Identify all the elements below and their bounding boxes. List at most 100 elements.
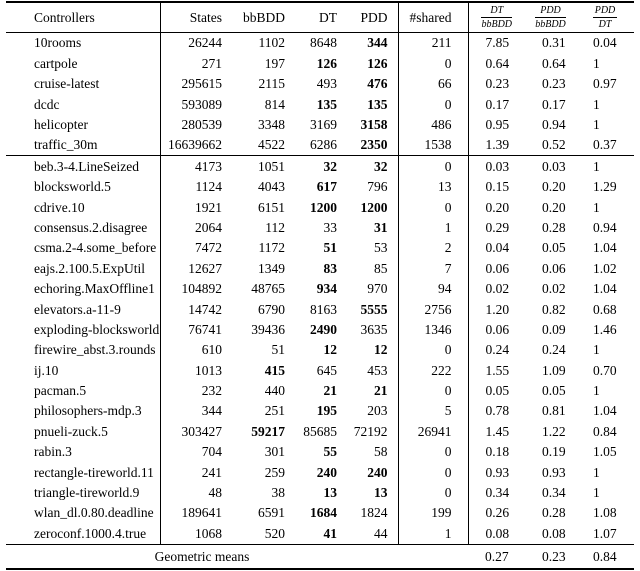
dt-bbbdd-cell: 0.18 bbox=[485, 444, 510, 460]
pdd-dt-cell: 1 bbox=[576, 155, 634, 177]
bbbdd-cell: 51 bbox=[271, 342, 286, 358]
dt-cell: 32 bbox=[285, 155, 337, 177]
pdd-bbbdd-cell: 0.81 bbox=[542, 403, 566, 419]
states-cell: 4173 bbox=[160, 155, 222, 177]
dt-bbbdd-cell: 0.15 bbox=[485, 179, 510, 195]
pdd-cell: 453 bbox=[337, 360, 399, 381]
pdd-dt-cell: 1 bbox=[593, 96, 600, 112]
dt-cell: 8163 bbox=[310, 301, 337, 317]
table-row: consensus.2.disagree 2064 112 33 31 1 0.29 0.28… bbox=[6, 217, 634, 238]
dt-cell: 3169 bbox=[310, 117, 337, 132]
states-cell: 1068 bbox=[195, 525, 222, 541]
controller-cell: eajs.2.100.5.ExpUtil bbox=[6, 258, 161, 279]
shared-cell: 1 bbox=[398, 523, 469, 545]
pdd-cell: 32 bbox=[337, 155, 399, 177]
pdd-bbbdd-cell: 0.03 bbox=[525, 155, 576, 177]
pdd-cell: 3635 bbox=[337, 319, 399, 340]
states-cell: 104892 bbox=[181, 281, 223, 297]
states-cell: 295615 bbox=[181, 76, 223, 92]
col-header-shared: #shared bbox=[398, 2, 469, 33]
geomean-pdd-over-dt: 0.84 bbox=[576, 543, 634, 569]
states-cell: 76741 bbox=[188, 321, 222, 337]
pdd-bbbdd-cell: 0.64 bbox=[542, 55, 566, 71]
pdd-bbbdd-cell: 0.82 bbox=[542, 301, 566, 317]
controller-cell: rabin.3 bbox=[6, 441, 161, 463]
shared-cell: 1538 bbox=[398, 134, 469, 156]
dt-bbbdd-cell: 0.17 bbox=[485, 96, 510, 112]
col-header-pdd-over-dt: PDD DT bbox=[576, 2, 634, 33]
table-row: pacman.5 232 440 21 21 0 0.05 0.05 1 bbox=[6, 380, 634, 402]
table-row: rectangle-tireworld.11 241 259 240 240 0 0.93 0… bbox=[6, 462, 634, 483]
dt-bbbdd-cell: 1.39 bbox=[485, 137, 510, 153]
dt-cell: 8648 bbox=[310, 35, 337, 51]
bbbdd-cell: 520 bbox=[264, 525, 285, 541]
pdd-dt-cell: 1 bbox=[593, 199, 600, 215]
bbbdd-cell: 814 bbox=[264, 96, 285, 112]
shared-cell: 66 bbox=[398, 73, 469, 95]
pdd-dt-cell: 0.68 bbox=[593, 301, 617, 317]
dt-cell: 126 bbox=[316, 55, 337, 71]
shared-cell: 0 bbox=[398, 53, 469, 74]
pdd-bbbdd-cell: 0.94 bbox=[542, 117, 566, 132]
bbbdd-cell: 48765 bbox=[251, 281, 285, 297]
pdd-bbbdd-cell: 0.28 bbox=[542, 219, 566, 235]
controller-cell: consensus.2.disagree bbox=[6, 217, 161, 238]
pdd-cell: 58 bbox=[337, 441, 399, 463]
dt-bbbdd-cell: 0.05 bbox=[485, 383, 510, 399]
dt-bbbdd-cell: 0.64 bbox=[485, 55, 510, 71]
dt-cell: 85685 bbox=[303, 423, 337, 439]
fraction-numerator: DT bbox=[481, 5, 513, 18]
controllers-comparison-table: Controllers States bbBDD DT PDD #shared … bbox=[6, 1, 634, 570]
states-cell: 1013 bbox=[195, 362, 222, 378]
controller-cell: elevators.a-11-9 bbox=[6, 299, 161, 320]
pdd-bbbdd-cell: 0.23 bbox=[542, 76, 566, 92]
pdd-cell: 13 bbox=[337, 482, 399, 503]
table-row: wlan_dl.0.80.deadline 189641 6591 1684 1824 1… bbox=[6, 502, 634, 524]
controller-cell: blocksworld.5 bbox=[6, 176, 161, 198]
table-row: pnueli-zuck.5 303427 59217 85685 72192 26941 1… bbox=[6, 421, 634, 442]
shared-cell: 13 bbox=[398, 176, 469, 198]
dt-bbbdd-cell: 0.02 bbox=[485, 281, 510, 297]
bbbdd-cell: 251 bbox=[264, 403, 285, 419]
pdd-dt-cell: 1.04 bbox=[593, 403, 617, 419]
pdd-bbbdd-cell: 0.19 bbox=[542, 444, 566, 460]
pdd-dt-cell: 1 bbox=[593, 117, 600, 132]
fraction-denominator: DT bbox=[598, 19, 612, 30]
table-group-2: beb.3-4.LineSeized 4173 1051 32 32 0 0.03 0.03 1… bbox=[6, 155, 634, 545]
table-row: exploding-blocksworld.5 76741 39436 2490 363… bbox=[6, 319, 634, 340]
states-cell: 189641 bbox=[181, 505, 223, 521]
states-cell: 1124 bbox=[195, 179, 223, 195]
pdd-dt-cell: 1.04 bbox=[593, 281, 617, 297]
controller-cell: beb.3-4.LineSeized bbox=[6, 155, 161, 177]
bbbdd-cell: 4522 bbox=[258, 137, 285, 153]
pdd-bbbdd-cell: 0.02 bbox=[542, 281, 566, 297]
pdd-dt-cell: 0.97 bbox=[593, 76, 617, 92]
pdd-cell: 796 bbox=[337, 176, 399, 198]
table-row: blocksworld.5 1124 4043 617 796 13 0.15 0.20 1.2… bbox=[6, 176, 634, 198]
pdd-bbbdd-cell: 0.93 bbox=[542, 464, 566, 480]
pdd-cell: 203 bbox=[337, 401, 399, 422]
shared-cell: 1346 bbox=[398, 319, 469, 340]
pdd-cell: 21 bbox=[337, 380, 399, 402]
dt-cell: 55 bbox=[323, 444, 338, 460]
col-header-dt: DT bbox=[285, 2, 337, 33]
pdd-cell: 1200 bbox=[337, 197, 399, 218]
dt-cell: 645 bbox=[316, 362, 337, 378]
dt-cell: 41 bbox=[323, 525, 338, 541]
pdd-dt-cell: 1 bbox=[593, 485, 600, 501]
pdd-dt-cell: 0.94 bbox=[593, 219, 617, 235]
bbbdd-cell: 39436 bbox=[251, 321, 285, 337]
fraction-pdd-over-bbbdd: PDD bbBDD bbox=[535, 5, 566, 30]
states-cell: 610 bbox=[201, 342, 222, 358]
pdd-bbbdd-cell: 0.52 bbox=[542, 137, 566, 153]
bbbdd-cell: 1172 bbox=[258, 240, 286, 256]
pdd-dt-cell: 1.29 bbox=[593, 179, 617, 195]
geomean-pdd-over-bbbdd: 0.23 bbox=[525, 543, 576, 569]
states-cell: 14742 bbox=[188, 301, 222, 317]
dt-cell: 21 bbox=[323, 383, 338, 399]
pdd-bbbdd-cell: 0.20 bbox=[542, 199, 566, 215]
states-cell: 704 bbox=[201, 444, 222, 460]
bbbdd-cell: 1051 bbox=[222, 155, 285, 177]
shared-cell: 0 bbox=[398, 462, 469, 483]
controller-cell: zeroconf.1000.4.true bbox=[6, 523, 161, 545]
